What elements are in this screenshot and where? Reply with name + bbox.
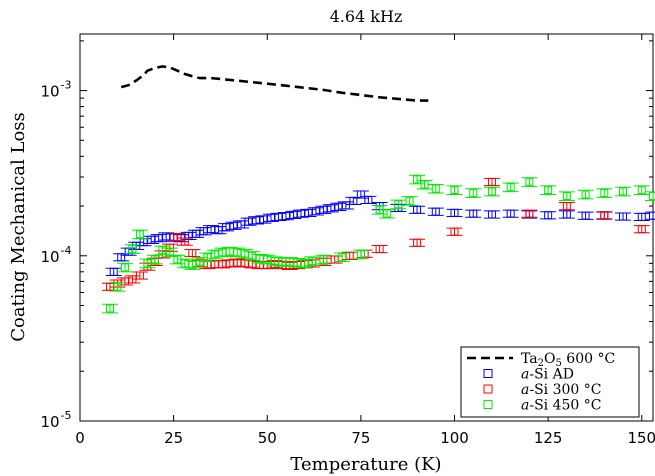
data-point [113, 282, 122, 291]
y-axis: 10-510-410-3 [40, 40, 653, 431]
x-tick-label: 150 [627, 429, 655, 447]
legend-swatch-marker [483, 384, 493, 394]
x-tick-label: 25 [164, 429, 183, 447]
legend-swatch-marker [483, 400, 493, 409]
data-point [450, 186, 459, 195]
plot-area: 0 25 50 75 100 125 150 10-510-410-3 Ta2O5 600 … [40, 33, 655, 447]
data-point [150, 255, 159, 264]
data-point [180, 237, 189, 246]
y-tick-exponent: -5 [61, 409, 72, 422]
legend-label: Ta2O5 600 °C [521, 351, 615, 369]
data-point [431, 184, 440, 193]
data-point [341, 201, 350, 210]
data-point [356, 190, 365, 199]
data-point [469, 188, 478, 197]
data-point [562, 210, 571, 219]
data-point [405, 196, 414, 205]
data-point [525, 177, 534, 186]
y-tick-label: 10 [40, 413, 59, 431]
data-point [649, 192, 655, 201]
legend-swatch-marker [483, 369, 493, 378]
y-tick-label: 10 [40, 83, 59, 101]
data-point [544, 186, 553, 195]
x-tick-label: 0 [75, 429, 85, 447]
x-tick-label: 125 [534, 429, 563, 447]
data-point [637, 225, 646, 234]
legend: Ta2O5 600 °Ca-Si ADa-Si 300 °Ca-Si 450 °… [460, 346, 640, 418]
x-tick-label: 75 [351, 429, 370, 447]
data-point [525, 209, 534, 218]
x-axis: 0 25 50 75 100 125 150 [75, 34, 655, 447]
data-point [487, 187, 496, 196]
data-point [413, 205, 422, 214]
data-point [356, 250, 365, 259]
data-point [562, 202, 571, 211]
x-axis-label: Temperature (K) [290, 454, 441, 475]
y-tick-exponent: -3 [61, 79, 72, 92]
data-point [450, 208, 459, 217]
data-point [450, 227, 459, 236]
data-point [394, 200, 403, 209]
legend-label: a-Si 300 °C [521, 382, 602, 398]
data-point [619, 212, 628, 221]
y-tick-label: 10 [40, 248, 59, 266]
legend-label: a-Si AD [521, 367, 574, 383]
legend-label: a-Si 450 °C [521, 398, 602, 414]
data-point [487, 177, 496, 186]
data-point [637, 212, 646, 221]
data-point [649, 211, 655, 220]
data-point [338, 253, 347, 262]
data-point [117, 253, 126, 262]
data-point [319, 255, 328, 264]
y-axis-label: Coating Mechanical Loss [8, 112, 29, 342]
data-point [506, 209, 515, 218]
data-point [600, 188, 609, 197]
data-point [581, 211, 590, 220]
x-tick-label: 50 [258, 429, 277, 447]
data-point [506, 183, 515, 192]
data-point [120, 263, 129, 272]
data-point [188, 248, 197, 257]
data-point [544, 211, 553, 220]
data-point [562, 192, 571, 201]
data-point [469, 209, 478, 218]
data-point [128, 244, 137, 253]
y-tick-exponent: -4 [61, 244, 72, 257]
series-group [101, 174, 655, 314]
data-point [581, 190, 590, 199]
data-point [600, 211, 609, 220]
data-point [349, 196, 358, 205]
x-tick-label: 100 [440, 429, 469, 447]
data-point [619, 187, 628, 196]
data-point [431, 207, 440, 216]
data-point [383, 209, 392, 218]
chart-title: 4.64 kHz [330, 7, 403, 26]
data-point [135, 271, 144, 280]
data-point [637, 186, 646, 195]
data-point [413, 175, 422, 184]
data-point [364, 195, 373, 204]
legend-box [460, 346, 640, 418]
data-point [487, 210, 496, 219]
series-line [120, 65, 429, 102]
data-point [375, 244, 384, 253]
series-layer [101, 65, 655, 314]
data-point [173, 232, 182, 241]
data-point [413, 238, 422, 247]
data-point [135, 230, 144, 239]
data-point [105, 304, 114, 313]
data-point [308, 256, 317, 265]
